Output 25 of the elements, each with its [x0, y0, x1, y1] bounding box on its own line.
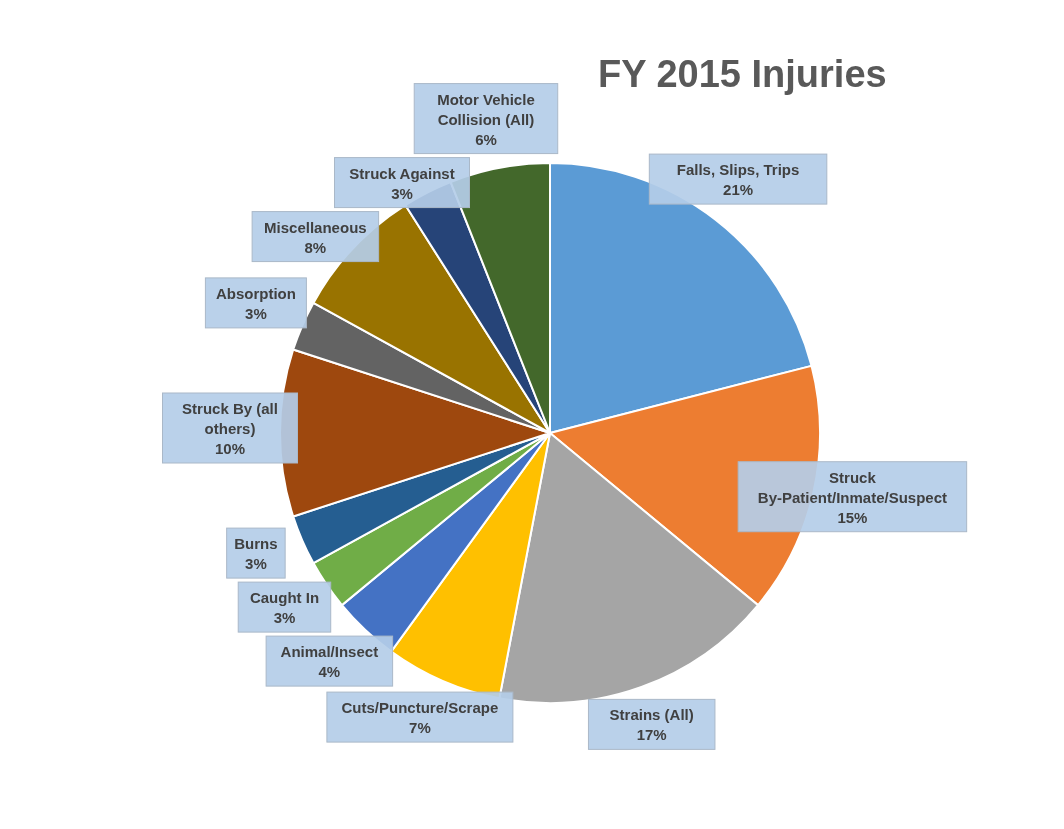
data-label: 7% — [409, 719, 431, 737]
slice-label: Struck By-Patient/Inmate/Suspect — [757, 468, 948, 506]
data-label: 15% — [837, 508, 868, 526]
slice-label: Cuts/Puncture/Scrape — [341, 699, 499, 717]
slice-label: Falls, Slips, Trips — [676, 161, 800, 179]
data-label: 8% — [304, 238, 327, 256]
slice-label: Absorption — [215, 284, 296, 302]
chart-title: FY 2015 Injuries — [598, 53, 887, 96]
slice-label: Struck Against — [349, 164, 455, 182]
slice-label: Caught In — [249, 589, 320, 607]
slice-label: Strains (All) — [609, 706, 694, 724]
data-label: 3% — [245, 304, 267, 322]
data-label: 17% — [636, 726, 667, 744]
data-label: 4% — [318, 663, 341, 681]
data-label: 3% — [273, 609, 296, 627]
data-label: 21% — [723, 181, 754, 199]
slice-label: Motor Vehicle Collision (All) — [437, 90, 535, 128]
slice-label: Miscellaneous — [264, 218, 367, 236]
slice-label: Struck By (all others) — [182, 400, 278, 437]
data-label: 3% — [245, 555, 267, 573]
data-label: 3% — [391, 184, 413, 202]
slice-label: Burns — [234, 535, 278, 553]
data-label: 6% — [475, 130, 497, 148]
slice-label: Animal/Insect — [280, 643, 379, 661]
data-label: 10% — [214, 440, 246, 457]
